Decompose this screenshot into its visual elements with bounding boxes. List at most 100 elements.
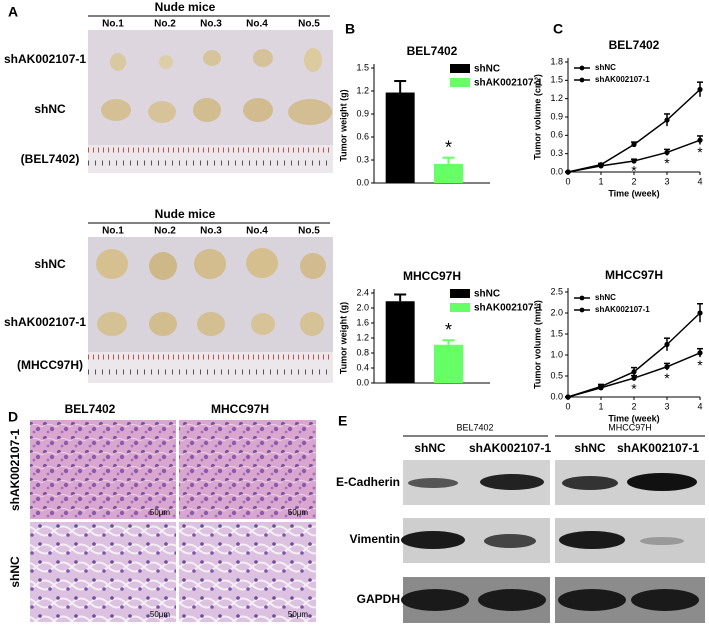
cell-line: (BEL7402)	[21, 152, 80, 166]
point	[565, 169, 571, 175]
y-axis-title: Tumor volume (mm³)	[532, 300, 542, 389]
lane-label: shAK002107-1	[469, 441, 551, 455]
panel-label: C	[553, 21, 563, 37]
point	[598, 163, 604, 169]
y-tick-label: 0.0	[356, 377, 369, 387]
bar	[434, 163, 463, 183]
significance: *	[697, 357, 703, 373]
y-tick-label: 0.0	[356, 177, 369, 187]
histology-image	[30, 522, 176, 622]
lane-label: shNC	[574, 441, 606, 455]
y-axis-title: Tumor weight (g)	[338, 302, 348, 374]
legend-marker	[579, 295, 585, 301]
y-tick-label: 0.5	[550, 370, 563, 380]
column-label: No.4	[246, 226, 268, 237]
histology-image	[179, 522, 316, 622]
row-label: shNC	[8, 556, 22, 588]
x-tick-label: 4	[697, 176, 702, 186]
histology-image	[30, 420, 176, 519]
x-tick-label: 1	[598, 176, 603, 186]
row-label: shAK002107-1	[4, 52, 86, 66]
row-label: shNC	[34, 102, 66, 116]
chart-title: MHCC97H	[605, 268, 663, 282]
column-label: No.3	[200, 226, 222, 237]
significance: *	[664, 155, 670, 171]
bar	[434, 344, 463, 383]
y-tick-label: 1.8	[550, 56, 563, 66]
y-tick-label: 1.2	[356, 332, 369, 342]
point	[631, 141, 637, 148]
protein-label: Vimentin	[350, 532, 400, 546]
legend-label: shNC	[474, 289, 500, 300]
chart-title: BEL7402	[407, 44, 458, 58]
point	[631, 375, 637, 381]
x-tick-label: 0	[565, 401, 570, 411]
column-label: No.5	[298, 19, 320, 30]
significance: *	[631, 163, 637, 179]
y-axis-title: Tumor weight (g)	[338, 89, 348, 161]
point	[664, 341, 670, 348]
y-tick-label: 1.2	[356, 85, 369, 95]
column-label: No.1	[102, 19, 124, 30]
legend-label: shNC	[595, 63, 616, 72]
y-axis-title: Tumor volume (cm³)	[532, 74, 542, 160]
y-tick-label: 2.5	[550, 286, 563, 296]
legend-swatch	[450, 64, 470, 73]
chart-title: MHCC97H	[403, 269, 461, 283]
row-label: shAK002107-1	[4, 315, 86, 329]
header: Nude mice	[155, 0, 216, 14]
header: Nude mice	[155, 207, 216, 221]
column-label: MHCC97H	[211, 402, 269, 416]
row-label: shNC	[34, 257, 66, 271]
protein-label: GAPDH	[357, 592, 400, 606]
cell-line: MHCC97H	[608, 422, 652, 432]
legend-label: shNC	[474, 64, 500, 75]
point	[565, 394, 571, 400]
x-tick-label: 0	[565, 176, 570, 186]
significance: *	[697, 144, 703, 160]
column-label: No.2	[154, 226, 176, 237]
point	[664, 149, 670, 156]
legend-label: shAK002107-1	[474, 303, 543, 314]
x-axis-title: Time (week)	[608, 188, 659, 198]
significance: *	[664, 370, 670, 386]
legend-swatch	[450, 289, 470, 298]
point	[697, 137, 703, 143]
scale-bar: 50μm	[288, 610, 309, 619]
lane-label: shAK002107-1	[617, 441, 699, 455]
y-tick-label: 2.0	[356, 302, 369, 312]
scale-bar: 50μm	[288, 508, 309, 517]
column-label: No.4	[246, 19, 268, 30]
y-tick-label: 1.6	[356, 317, 369, 327]
y-tick-label: 0.3	[550, 148, 563, 158]
y-tick-label: 2.0	[550, 307, 563, 317]
y-tick-label: 0.9	[356, 108, 369, 118]
legend-marker	[579, 65, 585, 71]
column-label: No.1	[102, 226, 124, 237]
column-label: No.2	[154, 19, 176, 30]
legend-swatch	[450, 78, 470, 87]
y-tick-label: 1.5	[550, 75, 563, 85]
x-tick-label: 3	[664, 401, 669, 411]
column-label: No.5	[298, 226, 320, 237]
significance: *	[445, 137, 452, 157]
significance: *	[631, 380, 637, 396]
column-label: BEL7402	[65, 402, 116, 416]
column-label: No.3	[200, 19, 222, 30]
y-tick-label: 2.4	[356, 287, 369, 297]
legend-swatch	[450, 303, 470, 312]
y-tick-label: 1.5	[550, 328, 563, 338]
photo	[88, 30, 333, 173]
histology-image	[179, 420, 316, 519]
x-tick-label: 2	[631, 176, 636, 186]
y-tick-label: 1.0	[550, 349, 563, 359]
point	[697, 350, 703, 356]
y-tick-label: 1.2	[550, 93, 563, 103]
panel-label: D	[8, 409, 18, 425]
x-axis-title: Time (week)	[608, 413, 659, 423]
y-tick-label: 0.0	[550, 391, 563, 401]
photo	[88, 237, 333, 383]
legend-marker	[579, 307, 585, 313]
